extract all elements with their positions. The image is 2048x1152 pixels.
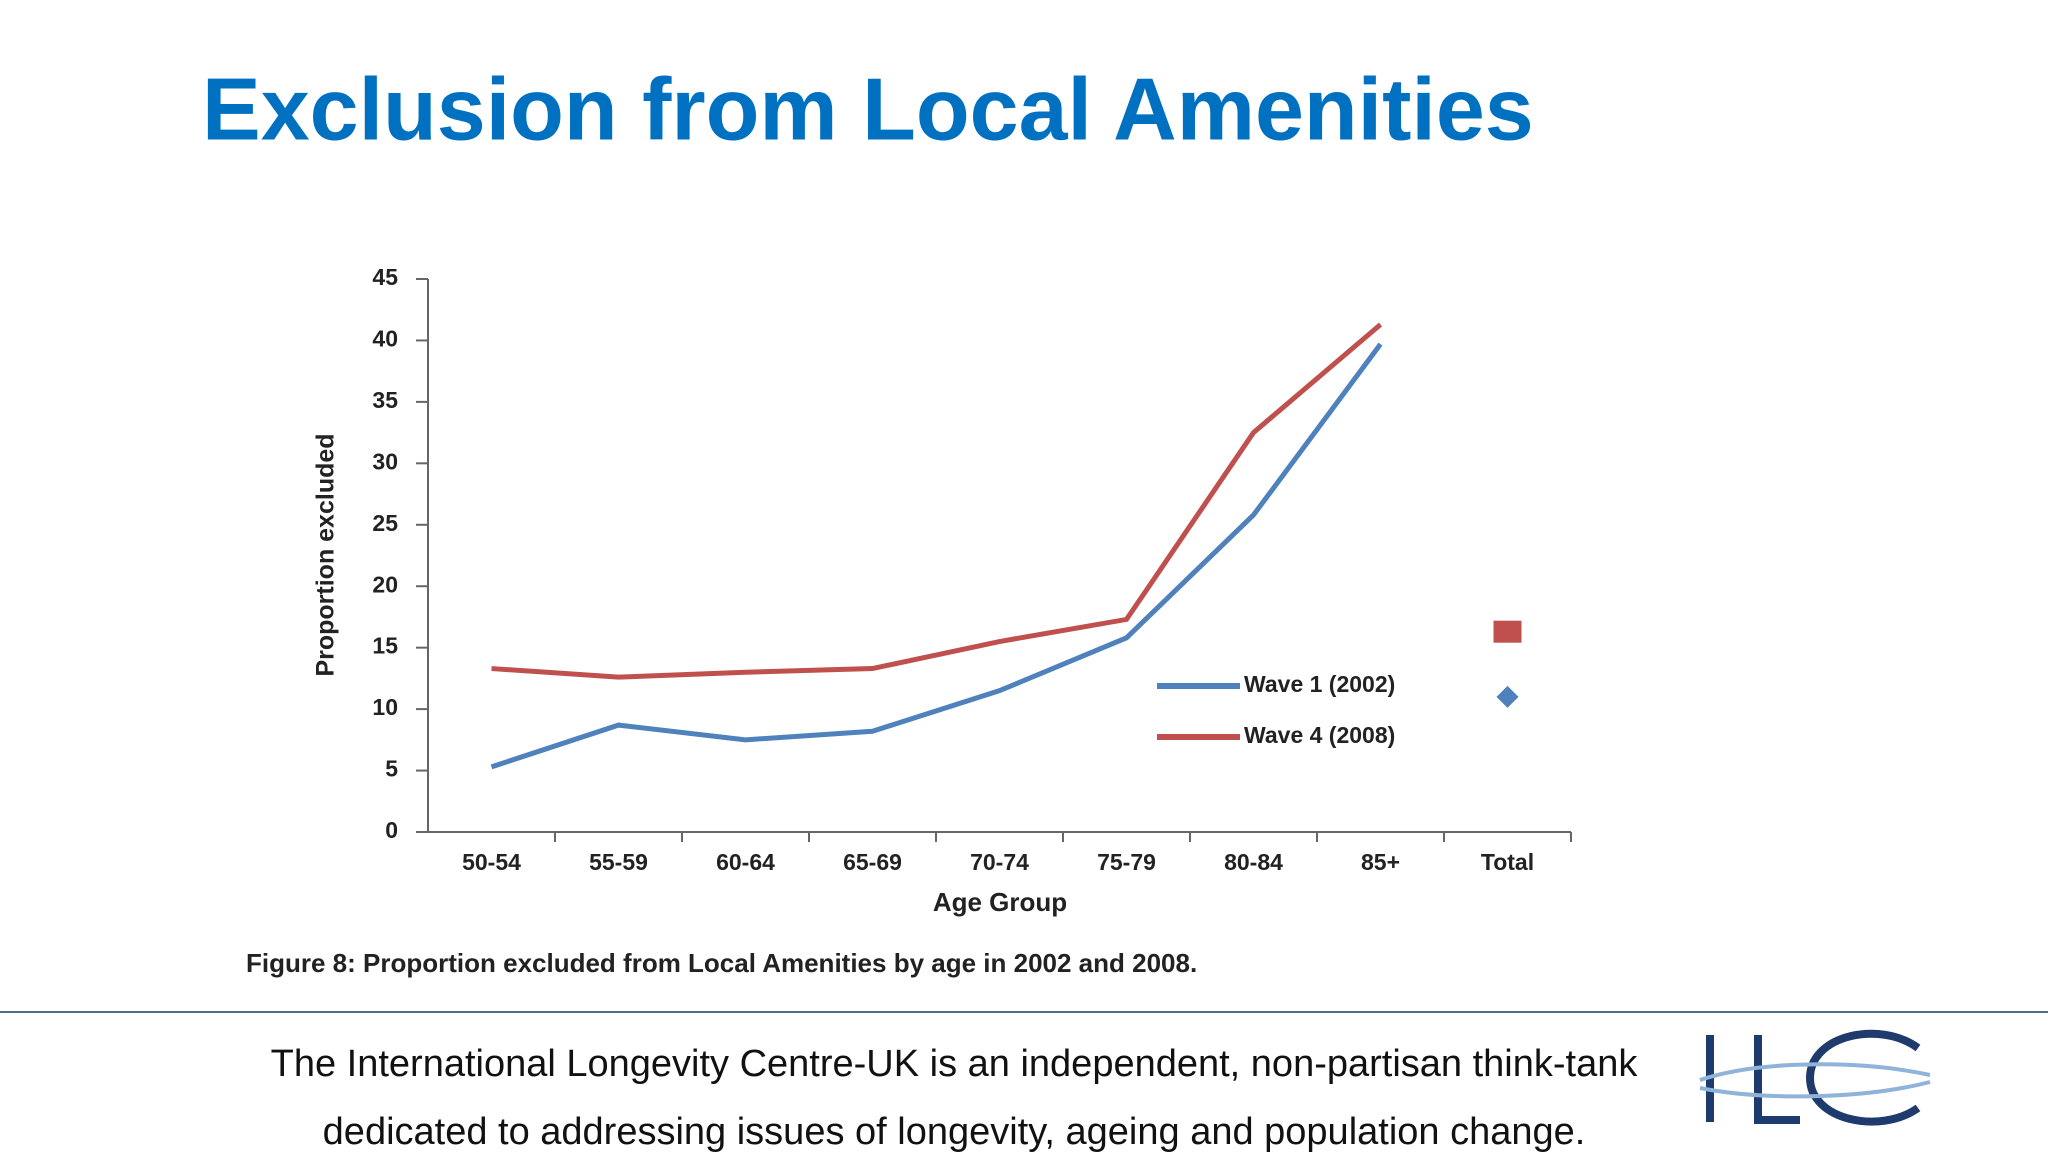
x-tick-label: 75-79 [1097,849,1156,875]
total-marker [1493,620,1522,643]
x-tick-label: 50-54 [462,849,521,875]
data-line [490,342,1383,770]
y-tick-label: 25 [372,510,398,536]
y-tick-label: 10 [372,694,398,720]
x-tick-label: 70-74 [970,849,1029,875]
y-tick-label: 5 [385,756,398,782]
total-marker [1496,685,1519,708]
x-tick-label: 55-59 [589,849,648,875]
y-tick-label: 0 [385,817,398,843]
x-tick-label: Total [1481,849,1534,875]
x-tick-label: 85+ [1361,849,1400,875]
data-line [491,322,1383,680]
slide-title: Exclusion from Local Amenities [202,59,1534,158]
y-tick-label: 40 [372,326,398,352]
legend-label: Wave 4 (2008) [1244,722,1395,748]
y-tick-label: 35 [372,387,398,413]
y-tick-label: 15 [372,633,398,659]
logo [1699,1029,1931,1126]
x-tick-label: 65-69 [843,849,902,875]
y-tick-label: 20 [372,571,398,597]
x-tick-label: 60-64 [716,849,775,875]
y-tick-label: 45 [372,264,398,290]
footer-text: dedicated to addressing issues of longev… [323,1111,1586,1152]
y-axis-label: Proportion excluded [312,433,340,676]
footer-text: The International Longevity Centre-UK is… [271,1043,1639,1085]
y-tick-label: 30 [372,448,398,474]
x-axis-label: Age Group [933,887,1067,917]
figure-caption: Figure 8: Proportion excluded from Local… [246,948,1197,978]
x-tick-label: 80-84 [1224,849,1283,875]
legend-label: Wave 1 (2002) [1244,671,1395,697]
